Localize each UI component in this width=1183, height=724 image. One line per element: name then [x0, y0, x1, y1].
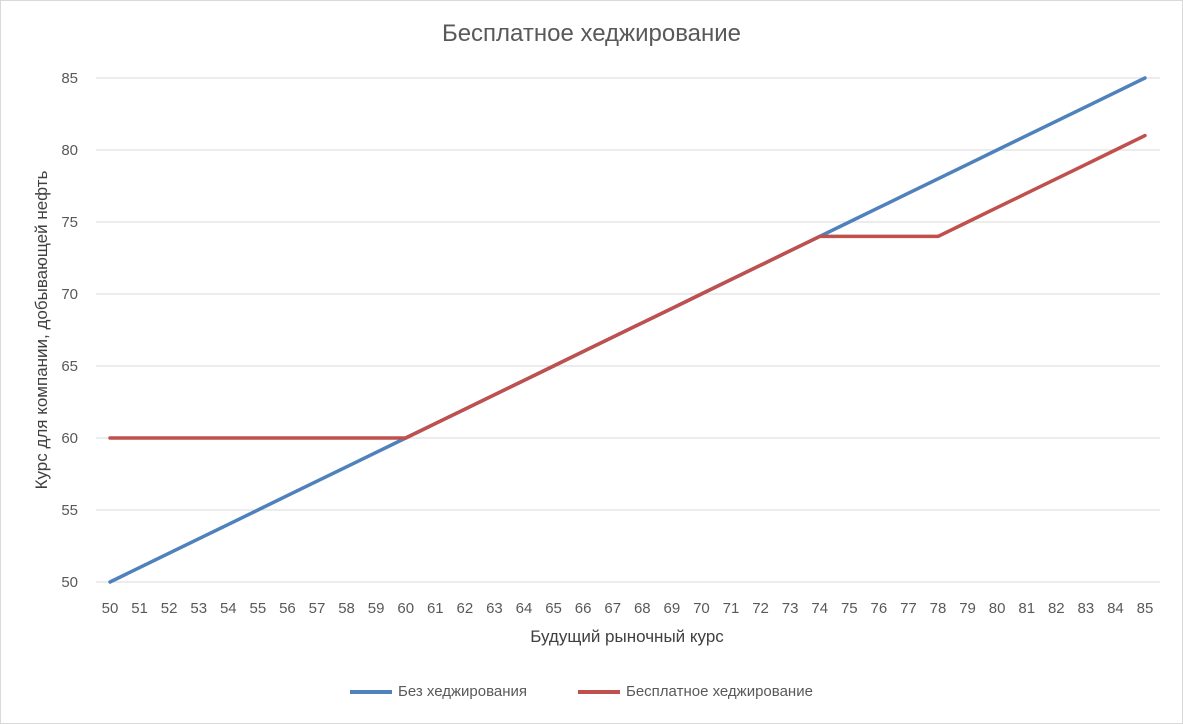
x-tick-label: 53 [190, 600, 207, 617]
x-tick-label: 80 [989, 600, 1006, 617]
legend-item-without-hedging: Без хеджирования [350, 683, 527, 700]
y-tick-label: 85 [61, 70, 78, 87]
x-tick-label: 59 [368, 600, 385, 617]
x-tick-label: 78 [930, 600, 947, 617]
x-tick-label: 85 [1137, 600, 1154, 617]
x-tick-label: 65 [545, 600, 562, 617]
y-tick-labels: 50 55 60 65 70 75 80 85 [61, 70, 78, 591]
x-tick-label: 84 [1107, 600, 1124, 617]
x-tick-label: 76 [871, 600, 888, 617]
x-tick-label: 79 [959, 600, 976, 617]
x-tick-label: 81 [1018, 600, 1035, 617]
x-tick-label: 63 [486, 600, 503, 617]
x-tick-label: 77 [900, 600, 917, 617]
x-tick-label: 52 [161, 600, 178, 617]
x-tick-label: 70 [693, 600, 710, 617]
legend-swatch-red [578, 689, 620, 694]
series-line-1 [108, 133, 1147, 440]
y-tick-label: 65 [61, 358, 78, 375]
legend: Без хеджирования Бесплатное хеджирование [0, 683, 1183, 705]
x-tick-label: 69 [664, 600, 681, 617]
chart-title: Бесплатное хеджирование [441, 20, 742, 47]
x-tick-label: 68 [634, 600, 651, 617]
x-tick-label: 56 [279, 600, 296, 617]
x-tick-label: 60 [397, 600, 414, 617]
x-tick-label: 75 [841, 600, 858, 617]
x-tick-label: 51 [131, 600, 148, 617]
x-tick-label: 71 [723, 600, 740, 617]
legend-label: Бесплатное хеджирование [626, 683, 813, 700]
y-tick-label: 75 [61, 214, 78, 231]
y-tick-label: 55 [61, 502, 78, 519]
x-tick-labels: 50 51 52 53 54 55 56 57 58 59 60 61 62 63 64 65 66 67 68 69… [102, 600, 1154, 617]
legend-item-free-hedging: Бесплатное хеджирование [578, 683, 813, 700]
series-lines [108, 76, 1147, 584]
x-tick-label: 54 [220, 600, 237, 617]
y-tick-label: 50 [61, 574, 78, 591]
x-tick-label: 58 [338, 600, 355, 617]
x-tick-label: 61 [427, 600, 444, 617]
x-tick-label: 50 [102, 600, 119, 617]
x-tick-label: 73 [782, 600, 799, 617]
x-axis-label: Будущий рыночный курс [530, 627, 724, 646]
x-tick-label: 82 [1048, 600, 1065, 617]
y-tick-label: 60 [61, 430, 78, 447]
x-tick-label: 72 [752, 600, 769, 617]
x-tick-label: 64 [516, 600, 533, 617]
x-tick-label: 67 [604, 600, 621, 617]
x-tick-label: 66 [575, 600, 592, 617]
x-tick-label: 62 [457, 600, 474, 617]
x-tick-label: 74 [811, 600, 828, 617]
y-tick-label: 70 [61, 286, 78, 303]
legend-label: Без хеджирования [398, 683, 528, 700]
y-tick-label: 80 [61, 142, 78, 159]
legend-swatch-blue [350, 689, 392, 694]
x-tick-label: 83 [1078, 600, 1095, 617]
x-tick-label: 57 [309, 600, 326, 617]
x-tick-label: 55 [250, 600, 267, 617]
